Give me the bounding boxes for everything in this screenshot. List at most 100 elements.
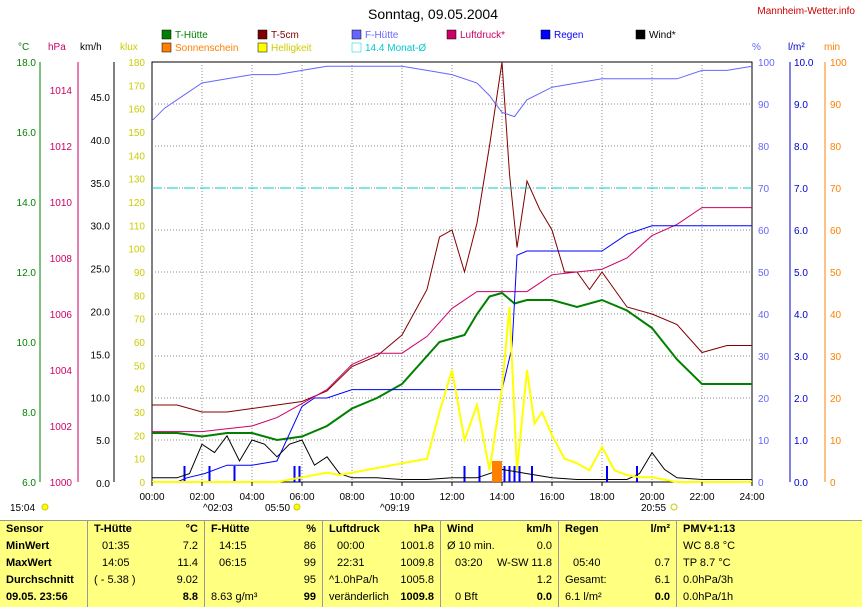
thuette-max-time: 14:05 <box>102 557 130 569</box>
sun-tick-label: 90 <box>830 100 842 111</box>
x-tick-label: 12:00 <box>439 492 464 503</box>
sun-tick-label: 80 <box>830 142 842 153</box>
pressure-tick-label: 1014 <box>50 86 73 97</box>
wind-tick-label: 10.0 <box>91 393 111 404</box>
luftdruck-min-time: 00:00 <box>337 540 365 552</box>
lux-tick-label: 0 <box>139 478 145 489</box>
legend-label: T-Hütte <box>175 30 208 41</box>
luftdruck-avg-value: 1005.8 <box>400 574 434 586</box>
regen-unit: l/m² <box>650 523 670 535</box>
fhuette-header: F-Hütte <box>211 523 250 535</box>
rain-tick-label: 4.0 <box>794 310 808 321</box>
fhuette-max-value: 99 <box>303 557 316 569</box>
pmv-windchill: WC 8.8 °C <box>683 540 736 552</box>
rain-tick-label: 10.0 <box>794 58 814 69</box>
x-tick-label: 18:00 <box>589 492 614 503</box>
lux-tick-label: 20 <box>134 431 146 442</box>
lux-tick-label: 70 <box>134 315 146 326</box>
current-timestamp: 09.05. 23:56 <box>6 591 68 603</box>
legend-label: Regen <box>554 30 583 41</box>
legend-label: Helligkeit <box>271 43 312 54</box>
sunrise-icon <box>41 503 49 511</box>
wind-tick-label: 0.0 <box>96 479 110 490</box>
twilight-time-3: ^09:19 <box>380 503 410 514</box>
twilight-time-2: 05:50 <box>265 503 290 514</box>
temp-tick-label: 18.0 <box>17 58 37 69</box>
lux-tick-label: 10 <box>134 455 146 466</box>
thuette-header: T-Hütte <box>94 523 132 535</box>
series-luftdruck <box>152 207 752 433</box>
stats-luftdruck-column: Luftdruck hPa 00:00 1001.8 22:31 1009.8 ^1.… <box>323 521 441 607</box>
x-axis: 00:00 02:00 04:00 06:00 08:00 10:00 12:00 14:00… <box>139 482 765 503</box>
pressure-tick-label: 1002 <box>50 422 73 433</box>
legend-label: Luftdruck* <box>460 30 505 41</box>
rain-tick-label: 2.0 <box>794 394 808 405</box>
sun-tick-label: 0 <box>830 478 836 489</box>
legend-label: 14.4 Monat-Ø <box>365 43 426 54</box>
wind-avg-value: 1.2 <box>536 574 552 586</box>
regen-total-value: 6.1 <box>654 574 670 586</box>
luftdruck-max-time: 22:31 <box>337 557 365 569</box>
thuette-max-value: 11.4 <box>177 557 198 569</box>
wind-tick-label: 5.0 <box>96 436 110 447</box>
x-tick-label: 06:00 <box>289 492 314 503</box>
sun-markers: 15:04 ^02:03 05:50 ^09:19 20:55 <box>10 503 678 514</box>
rain-tick-label: 0.0 <box>794 478 808 489</box>
lux-tick-label: 120 <box>128 198 145 209</box>
x-tick-label: 04:00 <box>239 492 264 503</box>
pmv-header: PMV+1:13 <box>683 523 736 535</box>
lux-tick-label: 170 <box>128 81 145 92</box>
legend-label: T-5cm <box>271 30 299 41</box>
lux-tick-label: 160 <box>128 105 145 116</box>
legend: T-Hütte T-5cm F-Hütte Luftdruck* Regen Wind* S… <box>161 29 676 54</box>
series-f-h-tte <box>151 65 753 122</box>
rain-tick-label: 1.0 <box>794 436 808 447</box>
temp-axis-unit: °C <box>18 42 29 53</box>
lux-tick-label: 110 <box>129 221 145 232</box>
rain-tick-label: 7.0 <box>794 184 808 195</box>
wind-max-time: 03:20 <box>455 557 483 569</box>
wind-avg-label: Ø 10 min. <box>447 540 495 552</box>
brand-label: Mannheim-Wetter.info <box>757 6 855 17</box>
regen-current: 0.0 <box>654 591 670 603</box>
legend-swatch <box>446 29 457 40</box>
wind-tick-label: 30.0 <box>91 222 111 233</box>
lux-tick-label: 100 <box>128 245 145 256</box>
humidity-tick-label: 0 <box>758 478 764 489</box>
thuette-avg-value: 9.02 <box>176 574 198 586</box>
pressure-tick-label: 1004 <box>50 366 73 377</box>
thuette-current: 8.8 <box>182 591 198 603</box>
legend-label: Sonnenschein <box>175 43 238 54</box>
lux-tick-label: 130 <box>128 175 145 186</box>
twilight-time-1: ^02:03 <box>203 503 233 514</box>
pressure-axis-unit: hPa <box>48 42 66 53</box>
fhuette-current: 99 <box>303 591 316 603</box>
sun-tick-label: 10 <box>830 436 842 447</box>
series-helligkeit <box>152 306 752 483</box>
humidity-tick-label: 80 <box>758 142 770 153</box>
pressure-tick-label: 1000 <box>50 478 73 489</box>
humidity-tick-label: 10 <box>758 436 770 447</box>
pressure-tick-label: 1006 <box>50 310 73 321</box>
series-wind <box>152 434 752 480</box>
fhuette-max-time: 06:15 <box>219 557 247 569</box>
lux-tick-label: 60 <box>134 338 146 349</box>
luftdruck-current: 1009.8 <box>400 591 434 603</box>
sun-tick-label: 30 <box>830 352 842 363</box>
wind-max-value: 11.8 <box>531 557 552 569</box>
pressure-tick-label: 1012 <box>50 142 73 153</box>
legend-swatch <box>257 42 268 53</box>
pmv-trend-1h: 0.0hPa/1h <box>683 591 734 603</box>
stats-regen-column: Regen l/m² 05:40 0.7 Gesamt: 6.1 6.1 l/m² 0.… <box>559 521 677 607</box>
lux-tick-label: 180 <box>128 58 145 69</box>
axis-labels: °C hPa km/h klux% l/m² min 18.0 16.0 14.0 12.0 10.… <box>17 42 848 490</box>
fhuette-min-time: 14:15 <box>219 540 247 552</box>
humidity-tick-label: 30 <box>758 352 770 363</box>
series-t-h-tte <box>152 291 752 442</box>
fhuette-min-value: 86 <box>303 540 316 552</box>
humidity-tick-label: 50 <box>758 268 770 279</box>
regen-max-time: 05:40 <box>573 557 601 569</box>
x-tick-label: 00:00 <box>139 492 164 503</box>
sun-tick-label: 50 <box>830 268 842 279</box>
sensor-header: Sensor <box>6 523 44 535</box>
